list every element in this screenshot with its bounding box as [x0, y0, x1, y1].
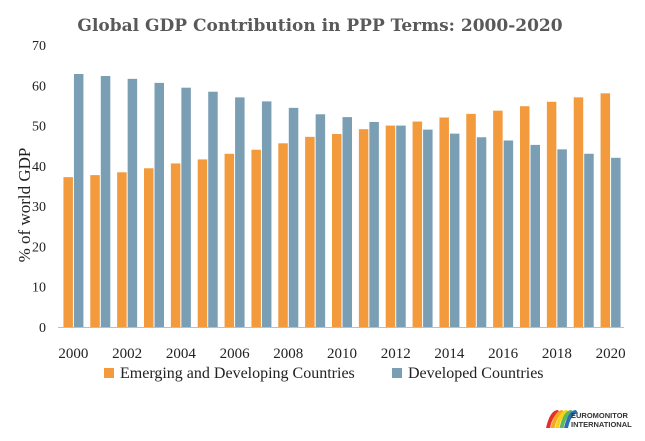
logo-mark-stripe: [550, 410, 565, 428]
y-tick-label: 70: [32, 39, 46, 54]
logo-mark-stripe: [559, 410, 574, 428]
y-axis-label: % of world GDP: [15, 148, 34, 263]
bar-emerging-2018: [546, 101, 557, 327]
bar-developed-2015: [476, 137, 487, 327]
euromonitor-logo-mark: [546, 410, 578, 428]
bar-emerging-2010: [332, 134, 342, 327]
x-tick-label: 2012: [381, 346, 411, 362]
euromonitor-logo: EUROMONITOR INTERNATIONAL: [546, 410, 632, 429]
y-axis-ticks: 0 10 20 30 40 50 60 70: [32, 39, 46, 336]
x-tick-label: 2010: [327, 346, 357, 362]
bar-developed-2018: [557, 149, 567, 327]
legend-label-developed: Developed Countries: [408, 365, 544, 382]
bar-emerging-2014: [439, 117, 449, 327]
legend: Emerging and Developing Countries Develo…: [104, 365, 544, 382]
bar-developed-2002: [127, 78, 138, 327]
bar-developed-2007: [261, 101, 272, 328]
bar-developed-2017: [530, 144, 540, 327]
logo-mark-stripe: [546, 410, 560, 428]
y-tick-label: 0: [39, 321, 46, 336]
bar-emerging-2009: [305, 136, 315, 327]
y-tick-label: 50: [32, 120, 46, 135]
bar-developed-2009: [315, 114, 326, 327]
bar-developed-2003: [154, 82, 164, 328]
y-tick-label: 40: [32, 160, 46, 175]
bar-developed-2001: [100, 76, 111, 328]
bar-emerging-2005: [197, 159, 208, 327]
y-tick-label: 60: [32, 79, 46, 94]
bar-developed-2012: [396, 125, 406, 327]
x-tick-label: 2002: [112, 346, 142, 362]
bar-emerging-2017: [520, 106, 530, 327]
bar-developed-2004: [181, 87, 191, 327]
x-axis-ticks: 2000 2002 2004 2006 2008 2010 2012 2014 2016 2018…: [58, 346, 625, 362]
y-tick-label: 30: [32, 200, 46, 215]
x-tick-label: 2008: [273, 346, 303, 362]
x-tick-label: 2014: [434, 346, 465, 362]
x-tick-label: 2016: [488, 346, 519, 362]
chart-title: Global GDP Contribution in PPP Terms: 20…: [77, 16, 562, 36]
bar-developed-2005: [208, 91, 218, 327]
y-tick-label: 10: [32, 281, 46, 296]
bar-developed-2016: [503, 140, 514, 327]
bar-emerging-2012: [385, 125, 396, 327]
bar-emerging-2015: [466, 113, 476, 327]
bar-developed-2013: [423, 129, 433, 327]
y-tick-label: 20: [32, 240, 46, 255]
bar-emerging-2011: [358, 129, 369, 327]
bar-developed-2008: [288, 107, 299, 327]
x-tick-label: 2018: [542, 346, 572, 362]
bar-emerging-2020: [600, 93, 611, 327]
legend-label-emerging: Emerging and Developing Countries: [120, 365, 355, 382]
bar-emerging-2000: [63, 177, 73, 327]
bar-developed-2020: [611, 157, 621, 327]
bar-emerging-2003: [144, 168, 154, 327]
bar-emerging-2019: [573, 97, 584, 328]
bar-emerging-2002: [117, 172, 127, 327]
bar-developed-2000: [73, 74, 84, 327]
x-tick-label: 2000: [58, 346, 88, 362]
logo-line-2: INTERNATIONAL: [571, 420, 632, 429]
legend-swatch-emerging: [104, 368, 114, 378]
bar-developed-2011: [369, 121, 379, 327]
bar-emerging-2007: [251, 149, 261, 327]
bar-emerging-2008: [278, 143, 288, 327]
bar-emerging-2006: [224, 153, 235, 327]
x-tick-label: 2006: [220, 346, 251, 362]
logo-line-1: EUROMONITOR: [571, 411, 629, 420]
bar-developed-2019: [584, 153, 594, 327]
x-tick-label: 2004: [166, 346, 197, 362]
bar-emerging-2013: [412, 121, 423, 327]
bar-developed-2006: [235, 97, 245, 328]
bar-developed-2010: [342, 117, 352, 327]
logo-mark-stripe: [564, 410, 578, 428]
x-tick-label: 2020: [596, 346, 626, 362]
legend-swatch-developed: [392, 368, 402, 378]
bars: [63, 74, 621, 328]
logo-mark-stripe: [555, 410, 569, 428]
bar-developed-2014: [449, 133, 460, 327]
bar-emerging-2016: [493, 110, 503, 327]
bar-emerging-2001: [90, 175, 100, 327]
bar-emerging-2004: [170, 163, 181, 327]
